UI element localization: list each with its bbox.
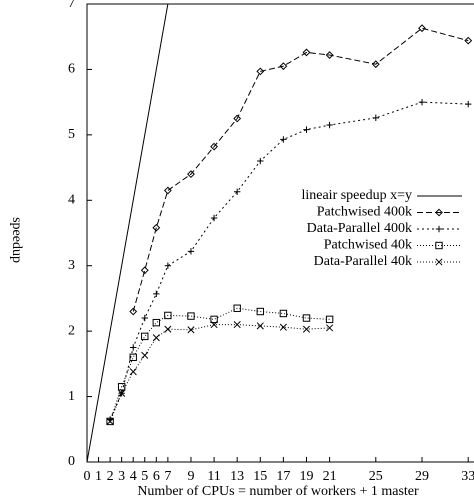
marker (164, 262, 172, 269)
marker (326, 121, 333, 129)
marker (152, 318, 161, 327)
legend-label: Patchwised 40k (324, 238, 412, 253)
marker (210, 214, 218, 222)
marker (210, 321, 218, 329)
legend-label: Data-Parallel 400k (307, 221, 412, 236)
x-tick-label: 1 (95, 469, 102, 484)
marker (279, 323, 287, 331)
y-tick-label: 6 (68, 62, 75, 77)
y-tick-label: 7 (68, 0, 75, 11)
marker (279, 62, 288, 71)
x-tick-label: 13 (230, 469, 244, 484)
x-tick-label: 3 (118, 469, 125, 484)
plot-frame (86, 3, 474, 463)
marker (302, 48, 311, 57)
series-line (109, 101, 469, 420)
marker (187, 312, 195, 320)
marker (187, 248, 195, 255)
x-tick-label: 17 (276, 469, 290, 484)
marker (129, 307, 138, 316)
y-tick-label: 0 (68, 454, 75, 469)
marker (187, 326, 195, 334)
marker (187, 170, 195, 179)
legend-marker (435, 225, 443, 233)
marker (129, 368, 137, 376)
marker (302, 314, 311, 322)
plot-area (87, 4, 473, 462)
marker (256, 307, 264, 316)
marker (141, 332, 149, 341)
legend-marker (435, 208, 443, 217)
legend-label: lineair speedup x=y (301, 188, 412, 203)
x-tick-label: 21 (323, 469, 337, 484)
marker (256, 322, 264, 330)
marker (303, 126, 310, 133)
x-tick-label: 15 (253, 469, 267, 484)
marker (302, 325, 311, 333)
marker (210, 142, 218, 151)
x-tick-label: 7 (164, 469, 171, 484)
y-tick-label: 2 (68, 323, 75, 338)
y-tick-label: 3 (68, 258, 75, 273)
marker (372, 114, 380, 122)
marker (465, 100, 472, 108)
marker (210, 315, 218, 324)
series-line (109, 307, 330, 422)
x-tick-label: 25 (369, 469, 383, 484)
marker (233, 188, 241, 195)
marker (163, 186, 172, 195)
legend-label: Patchwised 400k (317, 205, 412, 220)
marker (326, 324, 334, 332)
legend-marker (435, 241, 443, 250)
marker (106, 417, 114, 426)
marker (464, 36, 473, 45)
y-tick-label: 4 (68, 193, 75, 208)
marker (280, 136, 287, 143)
marker (325, 51, 334, 59)
marker (141, 314, 148, 322)
series-line (87, 4, 169, 462)
marker (129, 353, 137, 362)
x-tick-label: 9 (187, 469, 194, 484)
marker (164, 311, 172, 320)
marker (233, 304, 241, 312)
marker (279, 309, 288, 318)
x-axis-label: Number of CPUs = number of workers + 1 m… (137, 484, 419, 498)
marker (418, 98, 426, 106)
marker (130, 344, 137, 351)
marker (152, 334, 160, 342)
marker (418, 24, 426, 33)
x-tick-label: 4 (130, 469, 137, 484)
marker (233, 321, 241, 329)
marker (117, 383, 126, 391)
y-tick-label: 5 (68, 127, 75, 142)
marker (140, 266, 149, 275)
x-tick-label: 2 (107, 469, 114, 484)
x-tick-label: 11 (207, 469, 220, 484)
marker (153, 290, 160, 298)
marker (256, 67, 265, 76)
y-axis-label: speedup (9, 217, 24, 263)
marker (118, 389, 126, 397)
marker (325, 315, 334, 324)
y-tick-label: 1 (68, 389, 75, 404)
marker (106, 417, 114, 425)
marker (257, 157, 264, 165)
marker (371, 60, 380, 69)
x-tick-label: 29 (415, 469, 429, 484)
x-tick-label: 33 (461, 469, 474, 484)
x-tick-label: 5 (141, 469, 148, 484)
x-tick-label: 19 (299, 469, 313, 484)
legend-label: Data-Parallel 40k (314, 254, 412, 269)
x-tick-label: 6 (153, 469, 160, 484)
series-line (132, 27, 469, 312)
x-tick-label: 0 (84, 469, 91, 484)
marker (141, 351, 149, 359)
legend-marker (435, 258, 443, 266)
marker (164, 325, 172, 333)
marker (233, 114, 242, 123)
marker (152, 223, 161, 232)
